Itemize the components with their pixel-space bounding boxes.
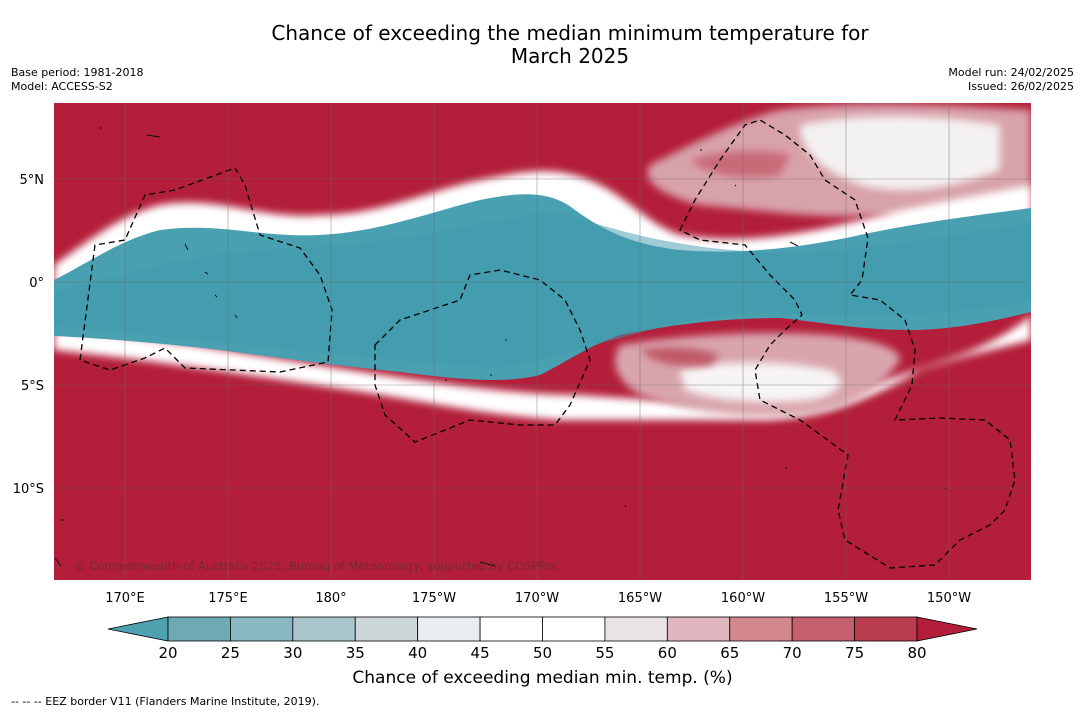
colorbar-tick-label: 30 xyxy=(283,644,302,662)
base-period: Base period: 1981-2018 xyxy=(11,66,144,79)
colorbar-tick-label: 70 xyxy=(783,644,802,662)
colorbar-segment xyxy=(729,616,793,642)
colorbar-segment xyxy=(542,616,606,642)
lon-label: 170°E xyxy=(105,591,145,606)
lon-label: 175°W xyxy=(412,591,456,606)
eez-borders xyxy=(79,119,1016,569)
colorbar-tick-label: 40 xyxy=(408,644,427,662)
lon-label: 175°E xyxy=(208,591,248,606)
south-pink-patch xyxy=(640,347,720,367)
colorbar-segment xyxy=(292,616,356,642)
lat-labels: 5°N 0° 5°S 10°S xyxy=(13,173,44,497)
colorbar-tick-label: 65 xyxy=(720,644,739,662)
map-title: Chance of exceeding the median minimum t… xyxy=(0,22,1085,68)
map-plot-area: © Commonwealth of Australia 2025, Bureau… xyxy=(54,103,1031,580)
cool-core xyxy=(54,212,1031,368)
colorbar-tick-label: 20 xyxy=(158,644,177,662)
lon-label: 170°W xyxy=(515,591,559,606)
lon-label: 150°W xyxy=(927,591,971,606)
colorbar-segment xyxy=(854,616,918,642)
colorbar-tick-label: 50 xyxy=(533,644,552,662)
colorbar-extend-low xyxy=(107,616,169,642)
colorbar-segment xyxy=(417,616,481,642)
south-neutral-band xyxy=(54,315,1031,420)
title-line-1: Chance of exceeding the median minimum t… xyxy=(271,21,869,45)
map-graticule xyxy=(54,103,1031,580)
colorbar-tick-label: 60 xyxy=(658,644,677,662)
lat-label: 5°S xyxy=(21,379,44,394)
colorbar-tick-label: 75 xyxy=(845,644,864,662)
colorbar-tick-label: 35 xyxy=(346,644,365,662)
lat-label: 10°S xyxy=(13,482,44,497)
model-run: Model run: 24/02/2025 xyxy=(948,66,1074,79)
colorbar-tick-label: 80 xyxy=(907,644,926,662)
colorbar-segment xyxy=(230,616,294,642)
south-white-patch xyxy=(680,362,841,402)
colorbar-segment xyxy=(666,616,731,642)
colorbar-extend-high xyxy=(916,616,978,642)
copyright-text: © Commonwealth of Australia 2025, Bureau… xyxy=(74,559,558,573)
lon-labels: 170°E 175°E 180° 175°W 170°W 165°W 160°W… xyxy=(105,591,971,606)
colorbar-title: Chance of exceeding median min. temp. (%… xyxy=(352,668,733,688)
colorbar-segment xyxy=(167,616,231,642)
colorbar-segment xyxy=(604,616,668,642)
metadata-right: Model run: 24/02/2025 Issued: 26/02/2025 xyxy=(948,66,1074,94)
colorbar-segment xyxy=(791,616,855,642)
lon-label: 160°W xyxy=(721,591,765,606)
north-white-patch xyxy=(800,116,1000,190)
eez-footnote: -- -- -- EEZ border V11 (Flanders Marine… xyxy=(11,695,320,708)
colorbar-segment xyxy=(479,616,543,642)
lon-label: 180° xyxy=(315,591,346,606)
model-name: Model: ACCESS-S2 xyxy=(11,80,113,93)
metadata-left: Base period: 1981-2018 Model: ACCESS-S2 xyxy=(11,66,143,94)
title-line-2: March 2025 xyxy=(510,44,630,68)
lat-label: 5°N xyxy=(20,173,45,188)
colorbar: 20 25 30 35 40 45 50 55 60 65 70 75 80 xyxy=(107,616,978,662)
north-pink-patch xyxy=(690,150,790,178)
colorbar-tick-label: 25 xyxy=(221,644,240,662)
lon-label: 155°W xyxy=(824,591,868,606)
colorbar-tick-label: 55 xyxy=(595,644,614,662)
colorbar-tick-label: 45 xyxy=(471,644,490,662)
colorbar-segment xyxy=(354,616,419,642)
lat-label: 0° xyxy=(29,276,44,291)
lon-label: 165°W xyxy=(618,591,662,606)
issued-date: Issued: 26/02/2025 xyxy=(967,80,1074,93)
